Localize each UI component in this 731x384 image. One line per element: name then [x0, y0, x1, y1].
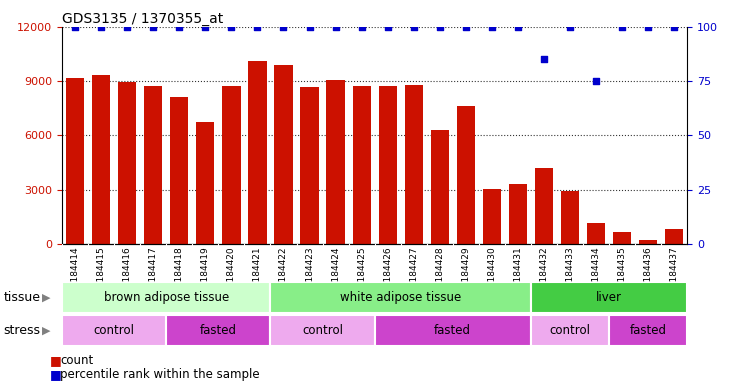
- Point: [434, 24, 446, 30]
- Point: [643, 24, 654, 30]
- Point: [460, 24, 471, 30]
- Text: white adipose tissue: white adipose tissue: [340, 291, 461, 304]
- Bar: [457, 106, 475, 244]
- Bar: [404, 85, 423, 244]
- Text: ▶: ▶: [42, 293, 50, 303]
- Bar: [274, 65, 292, 244]
- Point: [330, 24, 341, 30]
- Point: [356, 24, 368, 30]
- Text: liver: liver: [596, 291, 622, 304]
- Text: control: control: [550, 324, 591, 337]
- Bar: [561, 191, 579, 244]
- Point: [226, 24, 238, 30]
- Point: [148, 24, 159, 30]
- Bar: [222, 86, 240, 244]
- Bar: [509, 184, 527, 244]
- Text: ▶: ▶: [42, 325, 50, 335]
- Point: [408, 24, 420, 30]
- Point: [251, 24, 263, 30]
- Point: [538, 56, 550, 63]
- Point: [512, 24, 523, 30]
- Point: [590, 78, 602, 84]
- Bar: [92, 75, 110, 244]
- Bar: [482, 189, 501, 244]
- Bar: [66, 78, 84, 244]
- Point: [668, 24, 680, 30]
- Bar: [379, 86, 397, 244]
- Bar: [639, 240, 657, 244]
- Bar: [270, 315, 374, 346]
- Bar: [613, 232, 631, 244]
- Text: fasted: fasted: [629, 324, 667, 337]
- Point: [616, 24, 628, 30]
- Bar: [62, 282, 270, 313]
- Bar: [609, 315, 687, 346]
- Point: [303, 24, 315, 30]
- Text: count: count: [60, 354, 93, 367]
- Point: [95, 24, 107, 30]
- Text: tissue: tissue: [4, 291, 41, 304]
- Text: GDS3135 / 1370355_at: GDS3135 / 1370355_at: [62, 12, 224, 26]
- Bar: [327, 80, 345, 244]
- Bar: [170, 98, 189, 244]
- Point: [121, 24, 133, 30]
- Bar: [144, 86, 162, 244]
- Bar: [300, 86, 319, 244]
- Point: [564, 24, 576, 30]
- Bar: [531, 315, 609, 346]
- Bar: [62, 315, 167, 346]
- Text: control: control: [302, 324, 343, 337]
- Bar: [535, 168, 553, 244]
- Text: fasted: fasted: [200, 324, 237, 337]
- Bar: [587, 223, 605, 244]
- Bar: [270, 282, 531, 313]
- Bar: [167, 315, 270, 346]
- Bar: [665, 229, 683, 244]
- Bar: [118, 82, 137, 244]
- Point: [382, 24, 393, 30]
- Bar: [196, 122, 214, 244]
- Text: ■: ■: [50, 354, 61, 367]
- Point: [200, 24, 211, 30]
- Text: brown adipose tissue: brown adipose tissue: [104, 291, 229, 304]
- Text: fasted: fasted: [434, 324, 471, 337]
- Point: [486, 24, 498, 30]
- Point: [278, 24, 289, 30]
- Bar: [352, 86, 371, 244]
- Text: control: control: [94, 324, 135, 337]
- Bar: [531, 282, 687, 313]
- Bar: [374, 315, 531, 346]
- Text: ■: ■: [50, 368, 61, 381]
- Point: [69, 24, 81, 30]
- Bar: [431, 130, 449, 244]
- Text: stress: stress: [4, 324, 41, 337]
- Bar: [249, 61, 267, 244]
- Text: percentile rank within the sample: percentile rank within the sample: [60, 368, 260, 381]
- Point: [173, 24, 185, 30]
